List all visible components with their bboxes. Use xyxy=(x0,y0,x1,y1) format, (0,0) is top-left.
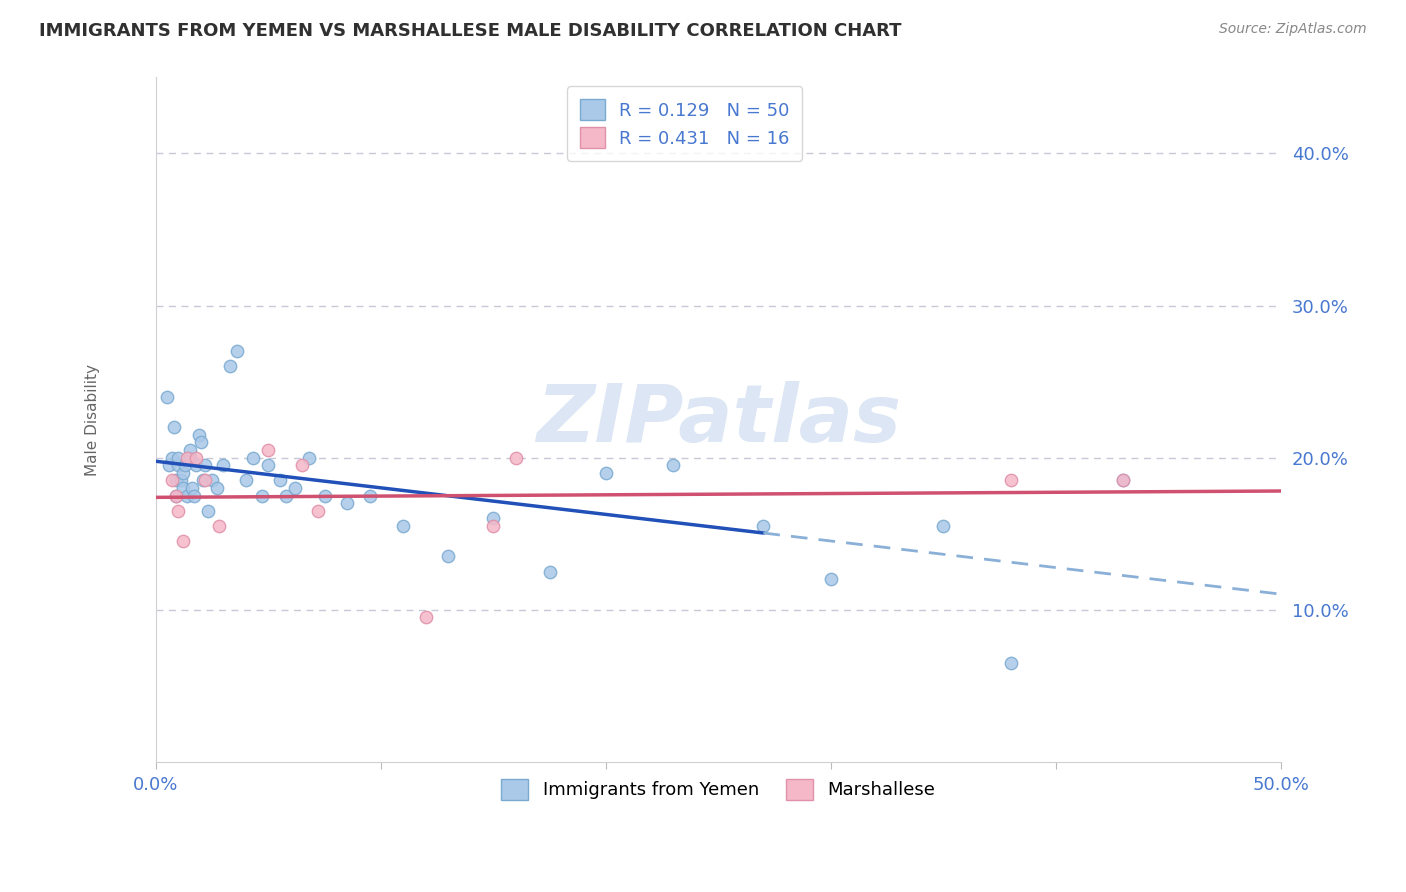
Point xyxy=(437,549,460,564)
Point xyxy=(662,458,685,473)
Point xyxy=(179,450,201,465)
Point xyxy=(1112,474,1135,488)
Point xyxy=(257,443,280,458)
Point xyxy=(176,489,198,503)
Point xyxy=(186,458,208,473)
Point xyxy=(169,474,191,488)
Point xyxy=(250,489,273,503)
Point xyxy=(1000,656,1022,670)
Point xyxy=(257,458,280,473)
Point xyxy=(415,610,437,624)
Point xyxy=(157,458,180,473)
Point xyxy=(167,458,190,473)
Point xyxy=(186,450,208,465)
Point xyxy=(212,458,235,473)
Point xyxy=(172,534,194,549)
Legend: Immigrants from Yemen, Marshallese: Immigrants from Yemen, Marshallese xyxy=(486,764,950,814)
Point xyxy=(194,474,217,488)
Point xyxy=(208,519,231,533)
Point xyxy=(176,450,198,465)
Point xyxy=(219,359,242,374)
Point xyxy=(932,519,955,533)
Point xyxy=(482,511,505,525)
Point xyxy=(160,474,183,488)
Point xyxy=(172,466,194,480)
Point xyxy=(190,435,212,450)
Point xyxy=(165,489,187,503)
Point xyxy=(167,450,190,465)
Point xyxy=(179,443,201,458)
Point xyxy=(505,450,527,465)
Point xyxy=(392,519,415,533)
Point xyxy=(205,481,228,495)
Point xyxy=(291,458,314,473)
Point xyxy=(156,390,179,404)
Text: IMMIGRANTS FROM YEMEN VS MARSHALLESE MALE DISABILITY CORRELATION CHART: IMMIGRANTS FROM YEMEN VS MARSHALLESE MAL… xyxy=(39,22,901,40)
Point xyxy=(482,519,505,533)
Point xyxy=(242,450,264,465)
Point xyxy=(314,489,336,503)
Point xyxy=(165,489,187,503)
Point xyxy=(1000,474,1022,488)
Y-axis label: Male Disability: Male Disability xyxy=(86,364,100,475)
Point xyxy=(194,458,217,473)
Text: ZIPatlas: ZIPatlas xyxy=(536,381,901,458)
Point xyxy=(336,496,359,510)
Point xyxy=(269,474,291,488)
Point xyxy=(165,474,187,488)
Point xyxy=(174,458,197,473)
Point xyxy=(160,450,183,465)
Point xyxy=(201,474,224,488)
Point xyxy=(225,344,247,359)
Point xyxy=(163,420,186,434)
Point xyxy=(284,481,307,495)
Point xyxy=(235,474,257,488)
Text: Source: ZipAtlas.com: Source: ZipAtlas.com xyxy=(1219,22,1367,37)
Point xyxy=(187,427,209,442)
Point xyxy=(820,572,842,586)
Point xyxy=(180,481,202,495)
Point xyxy=(752,519,775,533)
Point xyxy=(1112,474,1135,488)
Point xyxy=(167,504,190,518)
Point xyxy=(359,489,381,503)
Point xyxy=(595,466,617,480)
Point xyxy=(298,450,321,465)
Point xyxy=(538,565,561,579)
Point xyxy=(183,489,205,503)
Point xyxy=(191,474,214,488)
Point xyxy=(197,504,219,518)
Point xyxy=(276,489,298,503)
Point xyxy=(172,481,194,495)
Point xyxy=(307,504,329,518)
